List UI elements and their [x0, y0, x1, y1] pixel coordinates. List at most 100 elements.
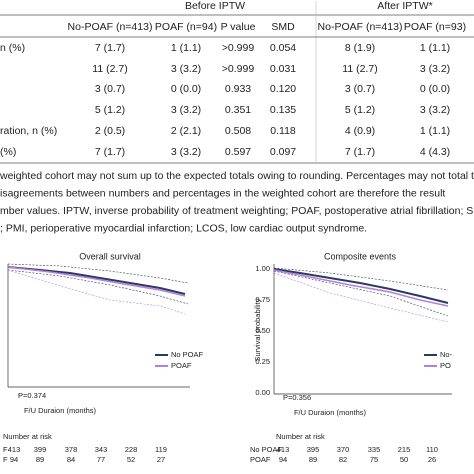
group-header: After IPTW* — [377, 0, 432, 12]
cell: 0 (0.0) — [420, 83, 450, 95]
cell: 3 (0.7) — [95, 83, 125, 95]
cell: 7 (1.7) — [345, 146, 375, 158]
footnote-line: ; PMI, perioperative myocardial infarcti… — [0, 222, 367, 234]
cell: 5 (1.2) — [345, 104, 375, 116]
cell: 3 (0.7) — [345, 83, 375, 95]
cell: 3 (3.2) — [171, 146, 201, 158]
x-label: F/U Duraion (months) — [294, 408, 367, 417]
risk-title: Number at risk — [276, 432, 325, 441]
risk-count: 77 — [97, 455, 105, 464]
row-label: n (%) — [0, 42, 25, 54]
legend-label: PO — [440, 361, 451, 370]
risk-count: 343 — [95, 445, 108, 454]
y-tick-label: 0.75 — [255, 295, 270, 304]
risk-count: 52 — [127, 455, 135, 464]
curve — [273, 269, 449, 307]
cell: 11 (2.7) — [342, 63, 377, 75]
x-label: F/U Duraion (months) — [24, 406, 97, 415]
p-value: P=0.374 — [18, 391, 46, 400]
risk-count: 89 — [36, 455, 44, 464]
ci — [273, 270, 449, 317]
y-tick-label: 1.00 — [255, 264, 270, 273]
risk-group: F — [3, 455, 8, 464]
cell: >0.999 — [222, 63, 255, 75]
risk-count: 119 — [155, 445, 167, 454]
y-tick-label: 0.25 — [255, 357, 270, 366]
risk-count: 94 — [10, 455, 18, 464]
risk-count: 110 — [426, 445, 438, 454]
plot-title: Overall survival — [79, 251, 141, 261]
risk-count: 335 — [368, 445, 381, 454]
column-header: POAF (n=93) — [404, 21, 466, 33]
cell: 3 (3.2) — [420, 104, 450, 116]
cell: 0.135 — [270, 104, 296, 116]
cell: 3 (3.2) — [171, 63, 201, 75]
legend-label: POAF — [171, 361, 192, 370]
ci — [7, 263, 189, 284]
risk-group: F — [3, 445, 8, 454]
curve — [7, 266, 186, 295]
risk-count: 82 — [339, 455, 347, 464]
y-tick-label: 0.00 — [255, 388, 270, 397]
ci — [7, 269, 186, 315]
risk-count: 215 — [398, 445, 411, 454]
ci — [273, 267, 449, 291]
km-right — [273, 264, 452, 395]
risk-group: POAF — [250, 455, 271, 464]
cell: 1 (1.1) — [171, 42, 201, 54]
risk-count: 399 — [34, 445, 47, 454]
risk-count: 26 — [428, 455, 436, 464]
column-header: POAF (n=94) — [155, 21, 217, 33]
risk-count: 413 — [277, 445, 290, 454]
cell: 0.097 — [270, 146, 296, 158]
cell: 0.597 — [225, 146, 251, 158]
column-header: No-POAF (n=413) — [68, 21, 153, 33]
footnote-line: weighted cohort may not sum up to the ex… — [0, 170, 474, 182]
cell: 0.933 — [225, 83, 251, 95]
km-left — [7, 263, 190, 388]
cell: 0.351 — [225, 104, 251, 116]
curve — [7, 266, 186, 297]
risk-count: 370 — [337, 445, 350, 454]
cell: 0.508 — [225, 125, 251, 137]
risk-group: No POAF — [250, 445, 283, 454]
risk-count: 75 — [370, 455, 378, 464]
column-header: SMD — [271, 21, 295, 33]
column-header: No-POAF (n=413) — [318, 21, 403, 33]
cell: >0.999 — [222, 42, 255, 54]
risk-count: 395 — [307, 445, 320, 454]
y-tick-label: 0.50 — [255, 326, 270, 335]
ci — [273, 272, 449, 323]
cell: 0.054 — [270, 42, 296, 54]
cell: 3 (3.2) — [171, 104, 201, 116]
cell: 3 (3.2) — [420, 63, 450, 75]
cell: 0 (0.0) — [171, 83, 201, 95]
cell: 4 (0.9) — [345, 125, 375, 137]
risk-count: 228 — [125, 445, 138, 454]
cell: 8 (1.9) — [345, 42, 375, 54]
cell: 2 (0.5) — [95, 125, 125, 137]
group-header: Before IPTW — [185, 0, 245, 12]
risk-count: 94 — [279, 455, 287, 464]
footnote-line: mber values. IPTW, inverse probability o… — [0, 205, 474, 217]
risk-count: 50 — [400, 455, 408, 464]
risk-count: 84 — [67, 455, 75, 464]
row-label: (%) — [0, 146, 16, 158]
cell: 2 (2.1) — [171, 125, 201, 137]
cell: 1 (1.1) — [420, 125, 450, 137]
footnote-line: isagreements between numbers and percent… — [0, 187, 445, 199]
ci — [7, 269, 189, 305]
legend-label: No POAF — [171, 350, 204, 359]
risk-count: 89 — [309, 455, 317, 464]
cell: 0.118 — [270, 125, 296, 137]
risk-title: Number at risk — [3, 432, 52, 441]
cell: 0.120 — [270, 83, 296, 95]
plot-title: Composite events — [324, 251, 397, 261]
cell: 5 (1.2) — [95, 104, 125, 116]
cell: 7 (1.7) — [95, 146, 125, 158]
column-header: P value — [221, 21, 256, 33]
risk-count: 413 — [8, 445, 21, 454]
cell: 11 (2.7) — [92, 63, 127, 75]
risk-count: 27 — [157, 455, 165, 464]
table — [0, 1, 474, 164]
